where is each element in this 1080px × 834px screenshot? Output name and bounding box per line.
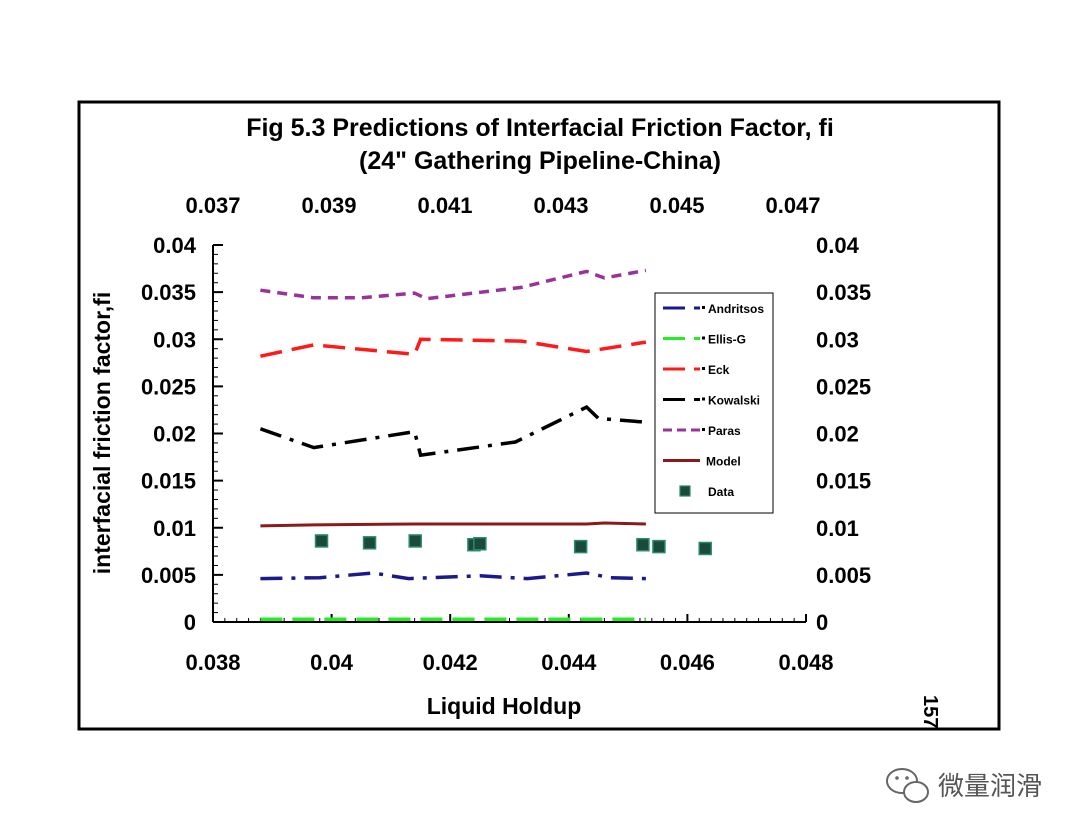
data-point-data <box>698 541 712 556</box>
watermark-text: 微量润滑 <box>938 771 1042 801</box>
page-number: 157 <box>919 695 941 728</box>
x-tick-label: 0.04 <box>310 650 354 675</box>
data-point-data <box>652 539 666 554</box>
legend-label-ellis-g: Ellis-G <box>708 333 746 347</box>
legend-label-data: Data <box>708 485 734 499</box>
data-point-data <box>636 537 650 552</box>
x-tick-label: 0.048 <box>778 650 833 675</box>
x-axis-ticks: 0.038 0.04 0.042 0.044 0.046 0.048 <box>185 614 834 675</box>
wechat-icon <box>886 768 929 803</box>
legend-dot-ellis-g <box>702 336 705 340</box>
y-tick-label: 0.035 <box>141 280 196 305</box>
y-tick-label: 0.04 <box>153 233 197 258</box>
legend-label-kowalski: Kowalski <box>708 394 760 408</box>
x-tick-label: 0.046 <box>660 650 715 675</box>
y-right-tick-label: 0.015 <box>816 469 871 494</box>
legend-dot-eck <box>702 367 705 370</box>
x-top-tick-label: 0.043 <box>533 193 588 218</box>
y-right-tick-label: 0.03 <box>816 327 859 352</box>
legend-label-model: Model <box>706 455 741 469</box>
series-line-model <box>260 521 646 528</box>
legend-label-paras: Paras <box>708 424 741 438</box>
y-right-tick-label: 0.01 <box>816 516 859 541</box>
data-point-data <box>473 537 487 551</box>
x-top-tick-label: 0.047 <box>765 193 820 218</box>
series-line-paras <box>260 268 647 301</box>
legend-swatch-data <box>679 485 691 497</box>
y-right-tick-label: 0.02 <box>816 422 859 447</box>
x-top-tick-label: 0.039 <box>301 193 356 218</box>
x-tick-label: 0.038 <box>185 650 240 675</box>
y-tick-label: 0.005 <box>141 563 196 588</box>
legend-label-eck: Eck <box>708 363 730 377</box>
x-tick-label: 0.042 <box>423 650 478 675</box>
data-point-data <box>408 534 422 548</box>
series-line-kowalski <box>259 404 647 458</box>
series-line-andritsos <box>260 571 646 581</box>
y-right-tick-label: 0.035 <box>816 280 871 305</box>
y-right-tick-label: 0 <box>816 610 828 635</box>
y-tick-label: 0.02 <box>153 422 196 447</box>
x-top-axis-ticks: 0.037 0.039 0.041 0.043 0.045 0.047 <box>185 193 820 218</box>
legend-dot-andritsos <box>702 306 705 309</box>
y-tick-label: 0.025 <box>141 374 196 399</box>
legend: Andritsos Ellis-G Eck Kowalski Paras Model Dat… <box>663 302 764 499</box>
y-axis-label: interfacial friction factor,fi <box>89 292 115 574</box>
y-axis-ticks: 0 0.005 0.01 0.015 0.02 0.025 0.03 0.035 0.04 <box>141 233 223 635</box>
series-layer <box>259 268 712 621</box>
legend-dot-paras <box>702 428 705 431</box>
legend-label-andritsos: Andritsos <box>708 302 764 316</box>
x-tick-label: 0.044 <box>541 650 597 675</box>
y-right-tick-label: 0.025 <box>816 374 871 399</box>
x-top-tick-label: 0.045 <box>649 193 704 218</box>
legend-dot-kowalski <box>702 397 705 401</box>
x-axis-label: Liquid Holdup <box>427 693 582 719</box>
y-tick-label: 0.015 <box>141 469 196 494</box>
data-point-data <box>573 539 588 554</box>
y-right-axis-ticks: 0 0.005 0.01 0.015 0.02 0.025 0.03 0.035 0.04 <box>816 233 871 635</box>
x-top-tick-label: 0.037 <box>185 193 240 218</box>
y-right-tick-label: 0.04 <box>816 233 860 258</box>
figure-frame <box>77 100 1001 731</box>
data-point-data <box>362 536 377 550</box>
legend-box <box>654 292 774 514</box>
y-right-tick-label: 0.005 <box>816 563 871 588</box>
data-point-data <box>314 534 329 548</box>
y-tick-label: 0.03 <box>153 327 196 352</box>
y-tick-label: 0.01 <box>153 516 196 541</box>
series-line-eck <box>260 337 647 358</box>
y-tick-label: 0 <box>184 610 196 635</box>
x-top-tick-label: 0.041 <box>417 193 472 218</box>
chart-subtitle: (24" Gathering Pipeline-China) <box>359 147 721 175</box>
chart-title: Fig 5.3 Predictions of Interfacial Frict… <box>246 114 834 142</box>
